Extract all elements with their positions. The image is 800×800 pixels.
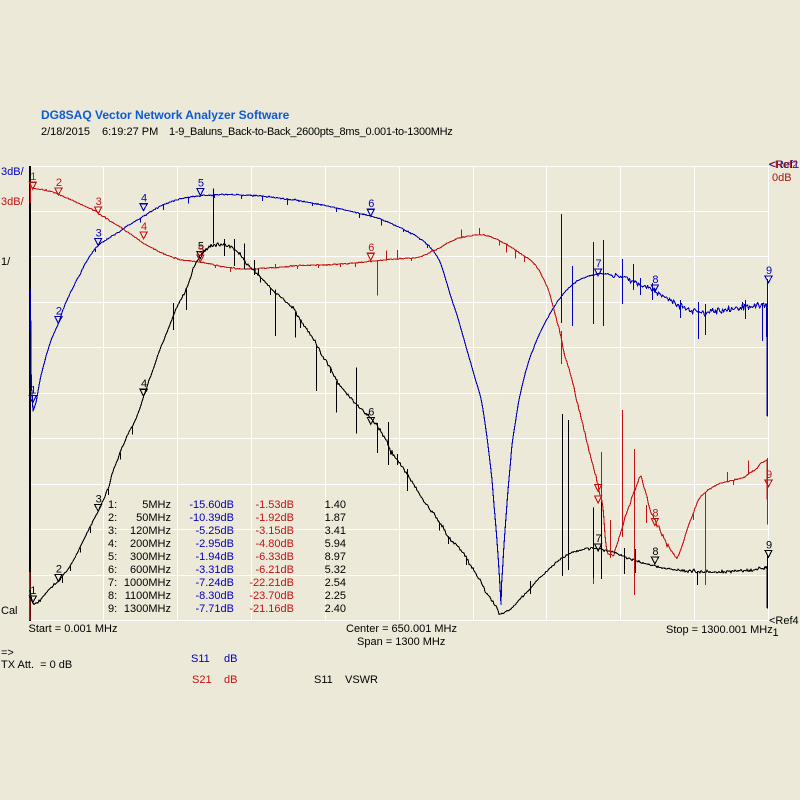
svg-text:9: 9 [766,539,772,551]
svg-text:4: 4 [141,378,147,390]
svg-text:5: 5 [198,244,204,256]
svg-text:7: 7 [596,258,602,270]
svg-text:2: 2 [56,563,62,575]
svg-text:8: 8 [652,546,658,558]
svg-text:9: 9 [766,265,772,277]
svg-text:6: 6 [368,242,374,254]
svg-text:3: 3 [96,196,102,208]
svg-text:3: 3 [96,493,102,505]
svg-text:4: 4 [141,193,147,205]
svg-text:1: 1 [30,171,36,183]
svg-text:8: 8 [652,508,658,520]
svg-text:2: 2 [56,306,62,318]
svg-text:7: 7 [596,533,602,545]
svg-text:3: 3 [96,227,102,239]
svg-text:4: 4 [141,221,147,233]
svg-text:6: 6 [368,198,374,210]
svg-text:1: 1 [30,585,36,597]
svg-text:1: 1 [30,385,36,397]
svg-text:5: 5 [198,240,204,252]
svg-text:2: 2 [56,177,62,189]
svg-text:6: 6 [368,406,374,418]
svg-text:5: 5 [198,177,204,189]
svg-text:8: 8 [652,274,658,286]
svg-text:9: 9 [766,469,772,481]
